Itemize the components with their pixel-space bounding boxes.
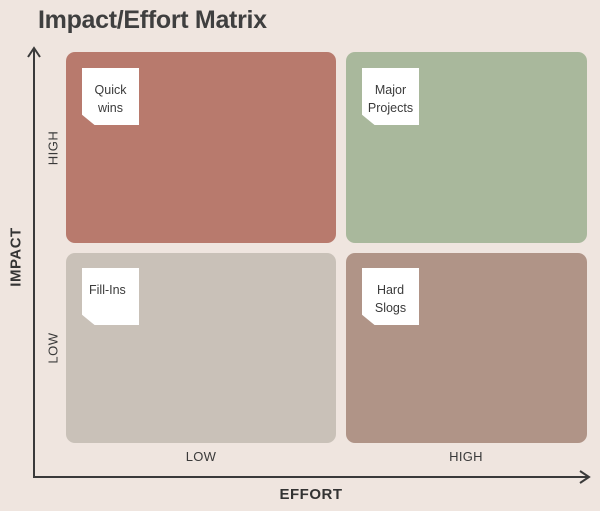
note-label: Major Projects [367,83,414,115]
sticky-note-hard-slogs: Hard Slogs [362,268,419,325]
note-label: Quick wins [94,83,127,115]
x-axis-arrow [579,470,591,484]
note-label: Hard Slogs [374,283,407,315]
note-label: Fill-Ins [89,283,126,297]
sticky-note-major-projects: Major Projects [362,68,419,125]
x-axis-title: EFFORT [279,486,343,503]
x-axis-low-label: LOW [185,449,217,464]
sticky-note-fill-ins: Fill-Ins [82,268,139,325]
y-axis-title: IMPACT [7,227,25,287]
y-axis-low-label: LOW [45,332,61,364]
sticky-note-quick-wins: Quick wins [82,68,139,125]
y-axis-arrow [27,46,41,58]
x-axis-high-label: HIGH [449,449,483,464]
page-title: Impact/Effort Matrix [38,6,267,34]
y-axis-high-label: HIGH [45,130,61,166]
